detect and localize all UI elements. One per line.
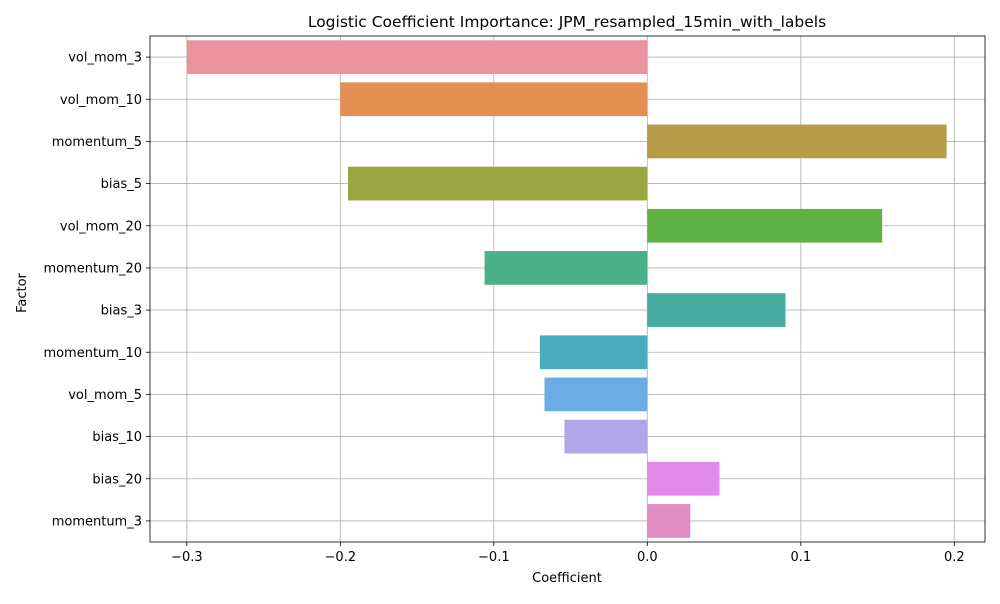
bars-layer <box>186 40 947 538</box>
y-tick-label: bias_10 <box>92 430 142 445</box>
y-tick-label: vol_mom_5 <box>68 388 142 403</box>
x-tick-label: 0.1 <box>790 550 811 565</box>
y-tick-label: bias_20 <box>92 472 142 487</box>
bar-bias-10 <box>564 419 648 454</box>
y-axis-label: Factor <box>15 272 30 312</box>
y-tick-label: bias_3 <box>101 304 142 319</box>
x-tick-label: −0.2 <box>325 550 357 565</box>
bar-vol-mom-20 <box>647 208 883 243</box>
bar-vol-mom-5 <box>544 377 648 412</box>
y-tick-label: bias_5 <box>101 177 142 192</box>
bar-bias-20 <box>647 461 720 496</box>
bar-momentum-5 <box>647 124 947 159</box>
bar-bias-5 <box>348 166 648 201</box>
axes-layer: −0.3 −0.2 −0.1 0.0 0.1 0.2 vol_mom_3 vol_mom_10… <box>43 35 986 565</box>
bar-vol-mom-3 <box>186 40 648 74</box>
x-tick-label: 0.0 <box>637 550 658 565</box>
x-tick-label: −0.3 <box>171 550 203 565</box>
chart-title: Logistic Coefficient Importance: JPM_res… <box>308 13 826 32</box>
x-tick-label: 0.2 <box>944 550 965 565</box>
y-tick-label: momentum_20 <box>43 261 142 276</box>
y-tick-label: vol_mom_3 <box>68 51 142 66</box>
y-tick-label: momentum_5 <box>52 135 142 150</box>
y-tick-label: momentum_3 <box>52 514 142 529</box>
y-tick-label: momentum_10 <box>43 346 142 361</box>
x-axis-label: Coefficient <box>532 571 602 586</box>
bar-momentum-3 <box>647 504 691 538</box>
y-tick-label: vol_mom_20 <box>60 219 142 234</box>
y-tick-label: vol_mom_10 <box>60 93 142 108</box>
plot-frame <box>149 35 986 543</box>
bar-bias-3 <box>647 293 786 327</box>
bar-vol-mom-10 <box>340 82 648 117</box>
bar-momentum-10 <box>539 335 648 370</box>
x-tick-label: −0.1 <box>478 550 510 565</box>
bar-momentum-20 <box>484 251 648 285</box>
